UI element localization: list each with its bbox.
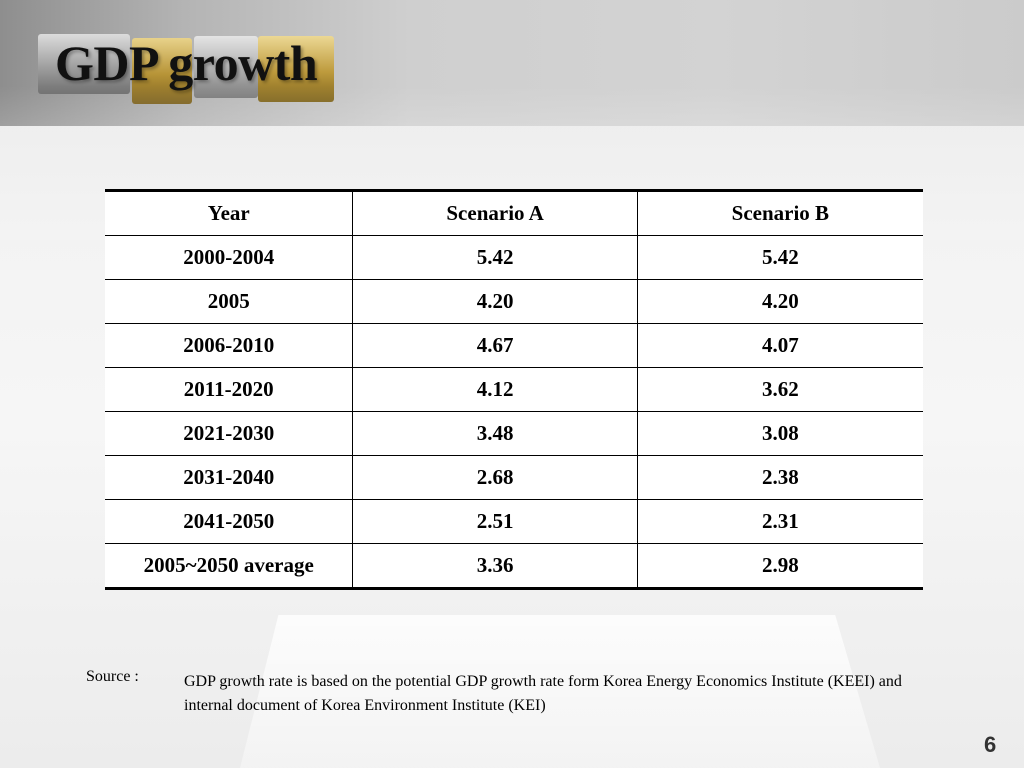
year-cell: 2041-2050 (105, 499, 354, 544)
scenario-b-cell: 2.31 (637, 499, 923, 544)
scenario-a-cell: 3.36 (352, 543, 638, 589)
table-row: 2000-2004 5.42 5.42 (105, 235, 923, 280)
scenario-b-cell: 4.20 (637, 279, 923, 324)
header-banner (0, 0, 1024, 126)
year-cell: 2006-2010 (105, 323, 354, 368)
year-cell: 2000-2004 (105, 235, 354, 280)
scenario-a-cell: 2.68 (352, 455, 638, 500)
table-row: 2021-2030 3.48 3.08 (105, 411, 923, 456)
header-cell: Scenario B (731, 201, 830, 225)
slide-title: GDP growth (55, 35, 318, 91)
background-floor-shine (240, 615, 880, 768)
scenario-b-cell: 5.42 (637, 235, 923, 280)
source-text: GDP growth rate is based on the potentia… (184, 673, 902, 714)
header-cell: Scenario A (352, 190, 638, 236)
decorative-cube (38, 34, 130, 94)
scenario-a-cell: 2.51 (352, 499, 638, 544)
table-row: 2006-2010 4.67 4.07 (105, 323, 923, 368)
scenario-a-cell: 3.48 (352, 411, 638, 456)
gdp-growth-table: Year Scenario A Scenario B 2000-2004 5.4… (105, 189, 923, 590)
scenario-a-cell: 4.20 (352, 279, 638, 324)
scenario-b-cell: 2.38 (637, 455, 923, 500)
year-cell: 2005 (105, 279, 354, 324)
table-header-row: Year Scenario A Scenario B (105, 190, 923, 236)
scenario-b-cell: 3.08 (637, 411, 923, 456)
scenario-b-cell: 4.07 (637, 323, 923, 368)
year-cell: 2031-2040 (105, 455, 354, 500)
scenario-a-cell: 4.12 (352, 367, 638, 412)
table-row-average: 2005~2050 average 3.36 2.98 (105, 543, 923, 589)
scenario-a-cell: 4.67 (352, 323, 638, 368)
table-row: 2011-2020 4.12 3.62 (105, 367, 923, 412)
scenario-b-cell: 2.98 (637, 543, 923, 589)
header-cell: Year (105, 190, 354, 236)
table-row: 2005 4.20 4.20 (105, 279, 923, 324)
page-number: 6 (984, 732, 997, 757)
year-cell: 2021-2030 (105, 411, 354, 456)
table-row: 2031-2040 2.68 2.38 (105, 455, 923, 500)
year-cell: 2011-2020 (105, 367, 354, 412)
year-cell: 2005~2050 average (105, 543, 354, 589)
source-label: Source : (86, 668, 139, 685)
scenario-a-cell: 5.42 (352, 235, 638, 280)
table-row: 2041-2050 2.51 2.31 (105, 499, 923, 544)
scenario-b-cell: 3.62 (637, 367, 923, 412)
